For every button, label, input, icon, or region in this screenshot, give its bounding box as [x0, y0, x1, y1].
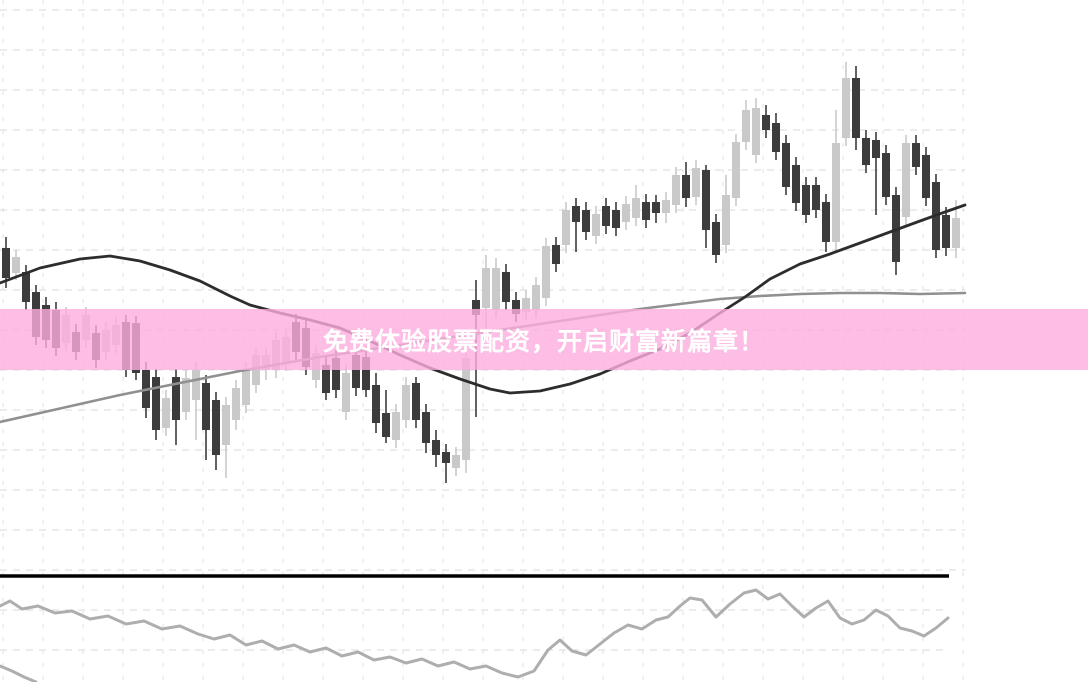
- candle-body: [342, 373, 350, 412]
- candle-body: [652, 202, 660, 213]
- candle-body: [712, 222, 720, 255]
- promo-banner-text: 免费体验股票配资，开启财富新篇章！: [322, 326, 765, 356]
- candle-body: [872, 140, 880, 158]
- candle-body: [462, 358, 470, 460]
- candle-body: [692, 168, 700, 197]
- candle-body: [152, 377, 160, 430]
- candle-body: [172, 377, 180, 420]
- candle-body: [922, 155, 930, 198]
- candle-body: [862, 138, 870, 165]
- candle-body: [352, 355, 360, 388]
- candle-body: [432, 440, 440, 455]
- candle-body: [682, 175, 690, 198]
- candle-body: [662, 200, 670, 213]
- candle-body: [782, 143, 790, 187]
- candle-body: [412, 383, 420, 420]
- candle-body: [422, 412, 430, 443]
- candle-body: [482, 268, 490, 308]
- candle-body: [542, 246, 550, 298]
- candle-body: [442, 452, 450, 463]
- candle-body: [722, 195, 730, 245]
- candle-body: [802, 185, 810, 215]
- candle-body: [602, 206, 610, 226]
- candle-body: [452, 455, 460, 468]
- candle-body: [222, 405, 230, 445]
- candle-body: [2, 248, 10, 278]
- candle-body: [942, 215, 950, 248]
- candle-body: [762, 115, 770, 130]
- candle-body: [332, 358, 340, 390]
- indicator-line: [0, 588, 950, 679]
- candle-body: [812, 185, 820, 210]
- promo-banner: 免费体验股票配资，开启财富新篇章！: [0, 309, 1088, 370]
- candle-body: [232, 388, 240, 420]
- ma-fast-line: [0, 203, 967, 395]
- candle-body: [532, 285, 540, 310]
- candle-body: [842, 78, 850, 138]
- candle-body: [492, 268, 500, 310]
- candle-body: [12, 257, 20, 273]
- candle-body: [202, 383, 210, 430]
- candle-body: [22, 272, 30, 302]
- candle-body: [362, 357, 370, 390]
- candle-body: [622, 204, 630, 222]
- candle-body: [502, 272, 510, 302]
- candle-body: [322, 365, 330, 393]
- candle-body: [742, 110, 750, 142]
- candle-body: [582, 210, 590, 232]
- candle-body: [772, 123, 780, 152]
- candles-layer: [2, 62, 960, 483]
- candle-body: [182, 378, 190, 412]
- candle-body: [402, 385, 410, 420]
- candle-body: [732, 142, 740, 198]
- candle-body: [242, 370, 250, 405]
- candle-body: [632, 198, 640, 218]
- candle-body: [912, 143, 920, 167]
- candle-body: [902, 143, 910, 217]
- candle-body: [702, 170, 710, 230]
- candle-body: [592, 214, 600, 236]
- candle-body: [382, 413, 390, 437]
- indicator-line-2: [0, 664, 38, 682]
- candle-body: [572, 206, 580, 222]
- candle-body: [552, 245, 560, 264]
- candle-body: [512, 300, 520, 314]
- candle-body: [882, 153, 890, 197]
- candle-body: [822, 202, 830, 242]
- candle-body: [192, 370, 200, 400]
- candle-body: [252, 355, 260, 385]
- candle-body: [162, 398, 170, 428]
- candle-body: [792, 165, 800, 203]
- candle-body: [562, 210, 570, 245]
- candle-body: [372, 385, 380, 423]
- candle-body: [212, 400, 220, 455]
- candle-body: [612, 210, 620, 228]
- candle-body: [952, 218, 960, 248]
- candle-body: [852, 78, 860, 138]
- candle-body: [522, 298, 530, 312]
- candle-body: [392, 412, 400, 440]
- candle-body: [642, 202, 650, 220]
- candle-body: [672, 175, 680, 205]
- candle-body: [472, 300, 480, 315]
- candle-body: [752, 108, 760, 155]
- candle-body: [832, 143, 840, 242]
